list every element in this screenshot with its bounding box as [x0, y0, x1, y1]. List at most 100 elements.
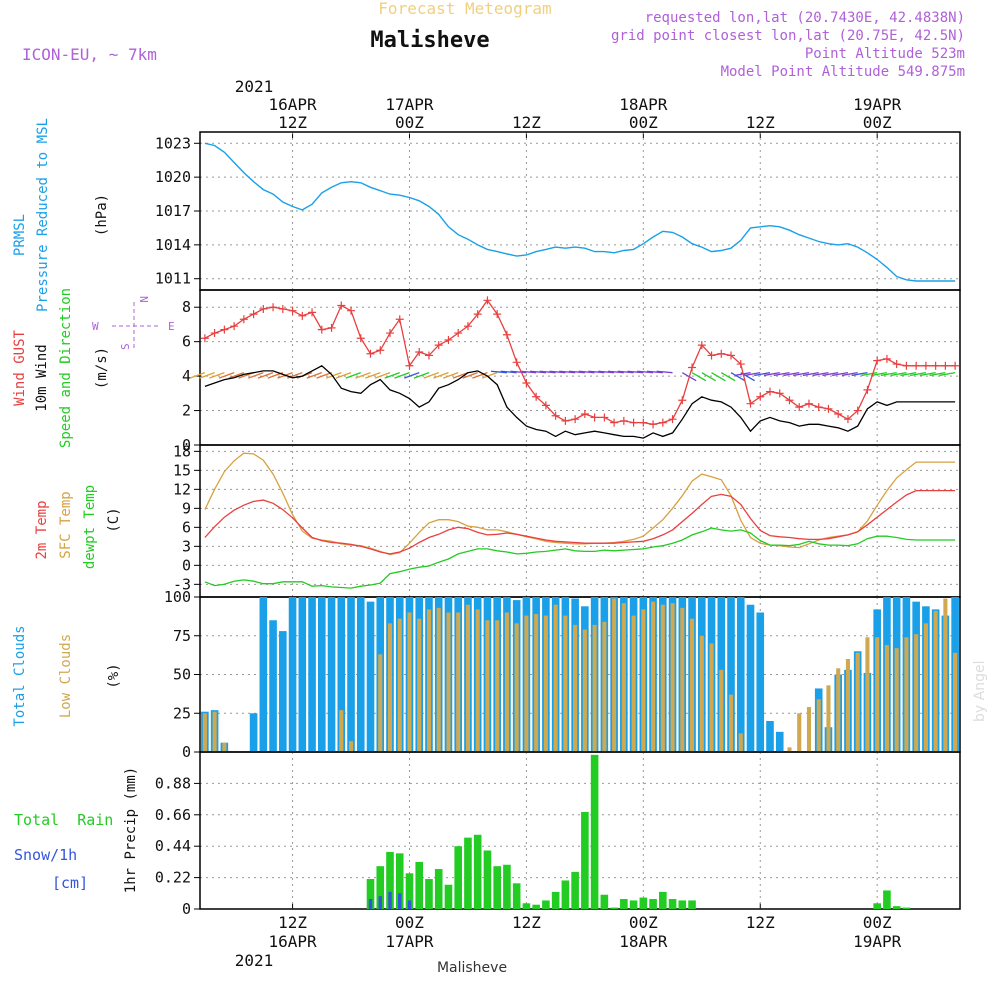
wind-arrow	[384, 372, 400, 379]
low-cloud-bar	[212, 711, 217, 752]
point-altitude: Point Altitude 523m	[805, 46, 965, 62]
wind-arrow	[189, 372, 206, 379]
rain-bar	[405, 873, 414, 909]
rain-bar	[551, 891, 560, 909]
y-tick-label: 18	[173, 442, 191, 460]
y-tick-label: 15	[173, 461, 191, 479]
low-cloud-bar	[641, 609, 646, 752]
total-cloud-bar	[356, 597, 365, 752]
low-cloud-bar	[923, 623, 928, 752]
model-altitude: Model Point Altitude 549.875m	[721, 64, 965, 80]
wind-arrow	[326, 372, 342, 379]
rain-bar	[902, 907, 911, 909]
low-cloud-bar	[436, 607, 441, 752]
rain-bar	[395, 853, 404, 909]
gust-marker	[249, 310, 258, 319]
wind-arrow	[720, 372, 736, 382]
rain-bar	[571, 871, 579, 909]
wind-arrow	[832, 372, 849, 377]
gust-marker	[308, 308, 317, 317]
total-cloud-bar	[746, 604, 755, 752]
gust-marker	[551, 411, 560, 420]
rain-bar	[366, 879, 375, 909]
total-cloud-bar	[766, 721, 774, 752]
gust-marker	[756, 392, 765, 401]
gust-marker	[200, 334, 209, 343]
low-cloud-bar	[407, 612, 412, 752]
low-cloud-bar	[670, 603, 675, 752]
low-cloud-bar	[348, 741, 354, 752]
y-tick-label: 1014	[155, 236, 191, 254]
rain-bar	[532, 904, 540, 909]
gust-marker	[327, 323, 336, 332]
wind-arrow	[452, 372, 469, 379]
rain-bar	[503, 864, 511, 909]
wind-arrow	[257, 372, 274, 379]
rain-bar	[493, 866, 501, 909]
y-tick-label: 1020	[155, 168, 191, 186]
wind-arrow	[841, 372, 858, 377]
rain-bar	[464, 837, 472, 909]
wind-arrow	[851, 372, 868, 377]
low-cloud-bar	[563, 615, 568, 752]
wind-arrow	[701, 372, 716, 382]
rain-bar	[473, 834, 482, 909]
rain-bar	[668, 899, 677, 909]
low-cloud-bar	[504, 612, 509, 752]
gust-marker	[775, 389, 784, 398]
low-cloud-bar	[417, 618, 422, 752]
total-cloud-bar	[727, 597, 735, 752]
wind-arrow	[763, 372, 780, 377]
compass-s: S	[119, 343, 132, 350]
rain-bar	[649, 899, 657, 909]
top-hour-label: 12Z	[746, 113, 775, 132]
wind-arrow	[394, 372, 410, 379]
low-cloud-bar	[865, 637, 870, 752]
total-cloud-bar	[366, 601, 375, 752]
bottom-hour-label: 12Z	[512, 913, 541, 932]
wind-arrow	[413, 372, 430, 379]
gust-marker	[317, 325, 326, 334]
y-tick-label: 4	[182, 367, 191, 385]
top-year: 2021	[235, 77, 274, 96]
gust-marker	[951, 361, 960, 370]
total-cloud-bar	[775, 731, 784, 752]
top-hour-label: 12Z	[512, 113, 541, 132]
low-cloud-bar	[387, 623, 393, 752]
total-cloud-bar	[327, 597, 336, 752]
low-cloud-bar	[592, 624, 597, 752]
wind-arrow	[900, 372, 917, 377]
panel-frame	[199, 751, 961, 910]
gust-marker	[493, 310, 502, 319]
bottom-hour-label: 00Z	[863, 913, 892, 932]
panel-1: 1011 1014 1017 1020 1023	[155, 131, 961, 291]
top-hour-label: 00Z	[395, 113, 424, 132]
y-tick-label: 12	[173, 480, 191, 498]
panel-4: 0 25 50 75 100	[164, 588, 961, 761]
low-cloud-bar	[602, 621, 607, 752]
wind-arrow	[812, 372, 829, 377]
gust-marker	[502, 330, 511, 339]
total-cloud-bar	[736, 597, 745, 752]
station-title: Malisheve	[370, 28, 489, 53]
gust-marker	[532, 392, 541, 401]
low-cloud-bar	[894, 648, 899, 752]
gust-marker	[600, 413, 609, 422]
wind-arrow	[209, 372, 225, 379]
low-cloud-bar	[719, 669, 724, 752]
low-cloud-bar	[573, 624, 578, 752]
wind-arrow	[364, 372, 381, 379]
gust-marker	[512, 358, 521, 367]
total-cloud-bar	[279, 631, 287, 752]
wind-arrow	[306, 372, 323, 379]
gust-marker	[434, 341, 443, 350]
bottom-date-label: 19APR	[853, 932, 902, 951]
low-cloud-bar	[709, 643, 714, 752]
low-cloud-bar	[855, 652, 860, 752]
low-cloud-bar	[495, 620, 500, 752]
y-tick-label: 8	[182, 298, 191, 316]
rain-bar	[542, 900, 550, 909]
rain-bar	[610, 907, 618, 909]
wind-arrow	[374, 372, 391, 379]
gust-marker	[415, 348, 424, 356]
